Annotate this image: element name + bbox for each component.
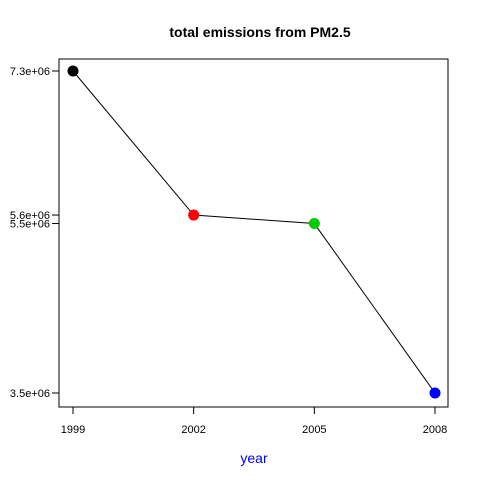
chart-title: total emissions from PM2.5 <box>169 24 350 40</box>
data-point <box>188 209 200 221</box>
y-tick-label: 5.6e+06 <box>10 210 50 222</box>
x-tick-label: 2005 <box>302 424 326 436</box>
data-point <box>429 387 441 399</box>
y-tick-label: 3.5e+06 <box>10 388 50 400</box>
y-tick-label: 7.3e+06 <box>10 66 50 78</box>
x-tick-label: 2008 <box>423 424 447 436</box>
y-tick-label: 5.5e+06 <box>10 219 50 231</box>
x-tick-label: 1999 <box>61 424 85 436</box>
data-point <box>308 218 320 230</box>
data-point <box>67 65 79 77</box>
series-layer <box>67 65 441 399</box>
axes: 1999 2002 2005 2008 3.5e+06 5.5e+065.6e+06 7.3… <box>10 66 447 436</box>
plot-frame <box>58 58 449 408</box>
series-line <box>72 70 436 394</box>
x-axis-label: year <box>240 450 268 466</box>
x-tick-label: 2002 <box>181 424 205 436</box>
